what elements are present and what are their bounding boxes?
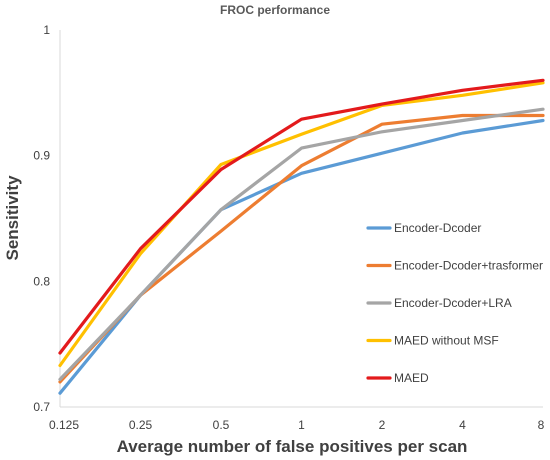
legend-label: Encoder-Dcoder [394,221,481,235]
x-tick-label: 0.5 [213,418,230,432]
y-tick-label: 0.8 [33,274,50,288]
x-tick-label: 8 [538,418,545,432]
x-tick-label: 1 [298,418,305,432]
legend-label: MAED without MSF [394,334,499,348]
y-axis-label: Sensitivity [3,175,22,261]
y-tick-label: 0.9 [33,149,50,163]
x-axis-label: Average number of false positives per sc… [117,437,468,456]
y-tick-label: 0.7 [33,400,50,414]
legend-label: Encoder-Dcoder+trasformer [394,259,543,273]
x-tick-label: 4 [459,418,466,432]
series-line-encoder-dcoder-lra [58,107,545,381]
y-tick-labels: 0.7 0.8 0.9 1 [33,23,50,414]
legend-label: Encoder-Dcoder+LRA [394,296,512,310]
series-lines [58,78,545,395]
chart-title: FROC performance [220,3,330,17]
x-tick-label: 0.125 [49,418,79,432]
legend: Encoder-Dcoder Encoder-Dcoder+trasformer E… [366,221,543,385]
x-tick-labels: 0.125 0.25 0.5 1 2 4 8 [49,418,545,432]
plot-area [59,30,543,408]
x-tick-label: 0.25 [129,418,153,432]
y-tick-label: 1 [43,23,50,37]
x-tick-label: 2 [379,418,386,432]
legend-label: MAED [394,371,429,385]
series-line-maed [58,78,545,355]
